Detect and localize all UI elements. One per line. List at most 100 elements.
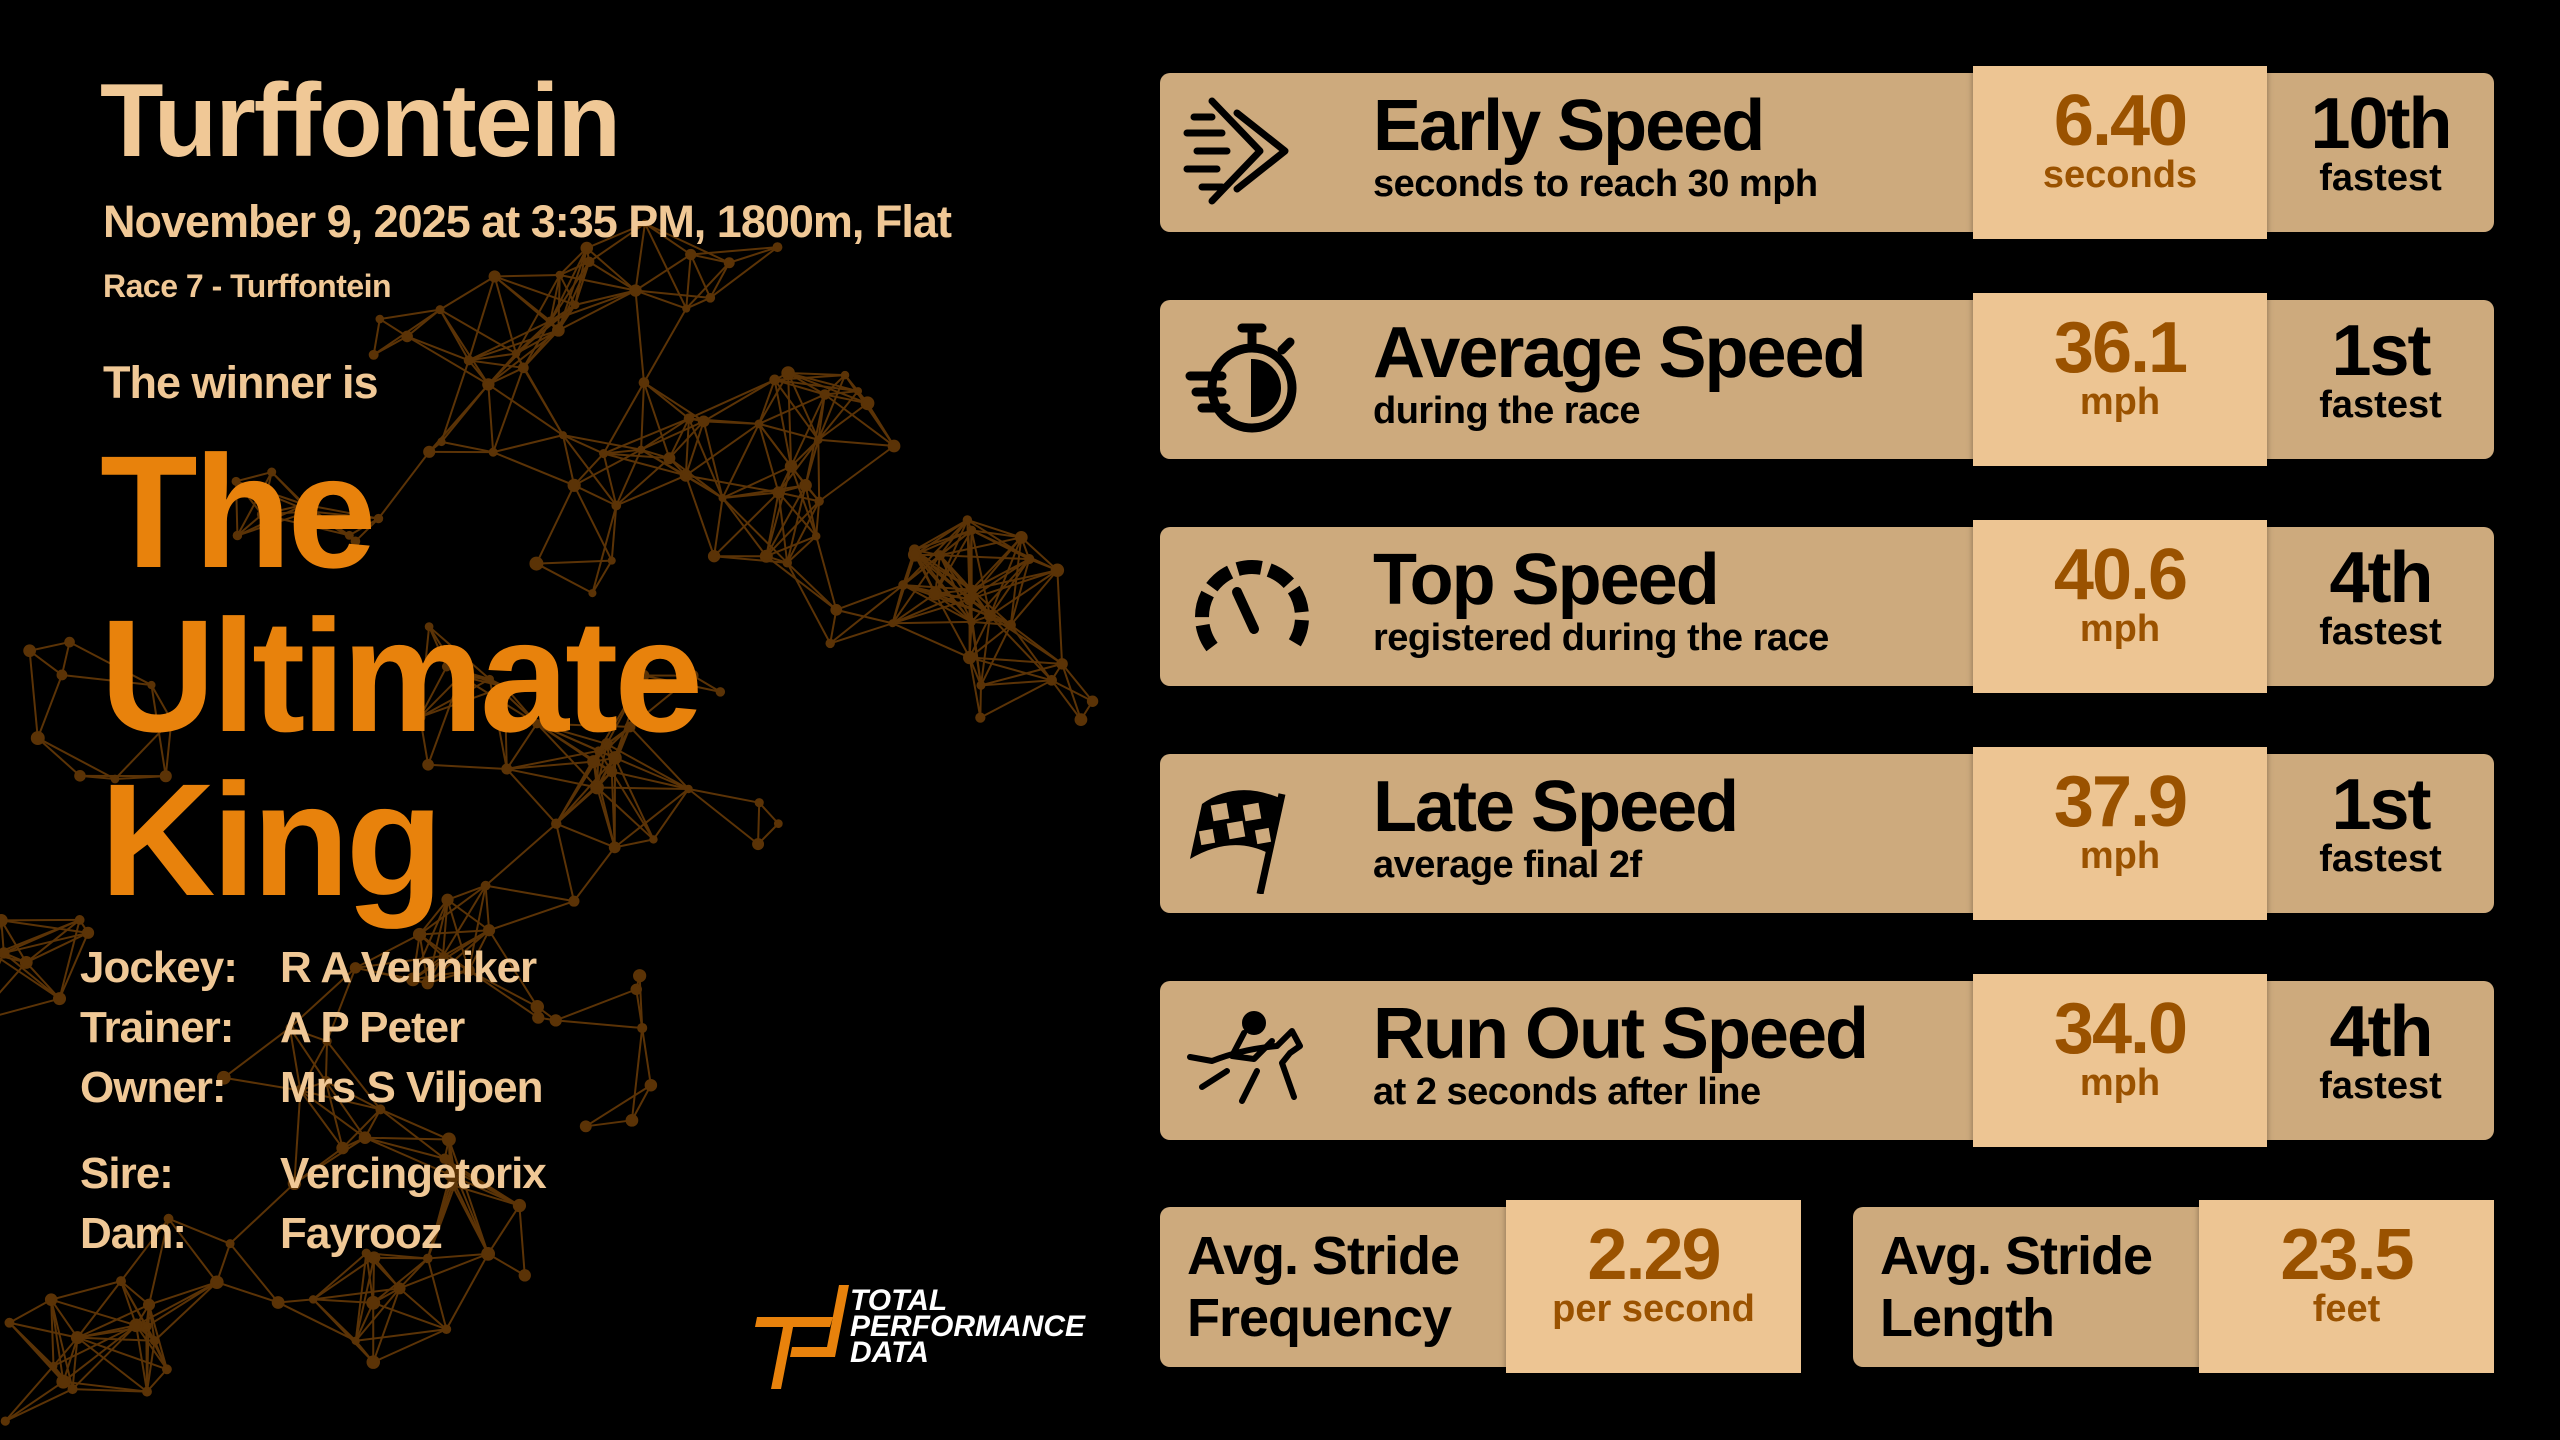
metric-title: Average Speed (1373, 313, 1867, 393)
network-line (790, 466, 818, 537)
network-line (518, 1205, 526, 1276)
network-line (585, 1119, 633, 1128)
logo-line-2: PERFORMANCE (850, 1310, 1086, 1343)
network-line (787, 373, 793, 467)
network-line (597, 674, 645, 752)
network-line (355, 1328, 447, 1342)
network-line (300, 1089, 381, 1111)
network-node (697, 415, 710, 428)
network-line (939, 519, 969, 556)
network-line (1009, 569, 1059, 626)
network-line (271, 471, 306, 506)
network-line (484, 822, 557, 887)
network-line (468, 320, 551, 362)
network-node (644, 1078, 658, 1092)
network-line (615, 449, 642, 506)
network-line (37, 737, 81, 777)
network-node (638, 377, 650, 388)
network-line (562, 434, 604, 455)
network-line (824, 393, 895, 447)
network-line (505, 723, 538, 770)
network-line (364, 1136, 451, 1176)
network-line (765, 555, 837, 611)
network-node (830, 603, 843, 616)
network-line (348, 517, 379, 537)
network-line (4, 1365, 55, 1422)
race-dateline: November 9, 2025 at 3:35 PM, 1800m, Flat (103, 196, 952, 247)
network-line (37, 737, 116, 780)
metric-card-top-speed: Top Speed registered during the race 40.… (1160, 520, 2494, 693)
network-line (818, 438, 895, 447)
stride-length-unit: feet (2312, 1288, 2381, 1330)
network-node (142, 1298, 156, 1311)
network-line (914, 553, 973, 591)
network-line (817, 394, 826, 440)
network-line (685, 423, 760, 477)
network-line (634, 253, 692, 292)
network-line (968, 615, 991, 658)
metric-title: Run Out Speed (1373, 994, 1869, 1074)
network-node (518, 1269, 531, 1282)
network-line (773, 379, 793, 467)
network-line (555, 822, 616, 849)
network-line (603, 452, 670, 460)
network-line (120, 1280, 138, 1326)
network-line (643, 382, 671, 459)
network-line (557, 289, 636, 332)
network-node (74, 915, 85, 925)
network-node (773, 819, 783, 829)
network-line (765, 535, 817, 558)
network-line (574, 289, 636, 306)
stride-frequency-value: 2.29 (1587, 1215, 1721, 1295)
network-line (494, 275, 551, 322)
network-line (29, 641, 70, 652)
network-line (643, 308, 688, 384)
network-line (372, 1328, 447, 1364)
venue-title: Turffontein (100, 63, 621, 179)
network-line (419, 675, 462, 718)
network-line (562, 434, 618, 507)
network-line (428, 625, 491, 680)
network-node (580, 241, 594, 255)
network-node (1046, 674, 1057, 686)
network-line (515, 304, 576, 355)
network-node (976, 680, 986, 690)
stride-frequency-label: Avg. Stride Frequency (1187, 1226, 1460, 1348)
network-node (446, 1179, 459, 1192)
network-line (687, 418, 724, 499)
network-node (963, 650, 977, 665)
network-node (437, 437, 446, 447)
network-line (980, 624, 1012, 686)
network-line (372, 318, 381, 355)
network-line (817, 402, 869, 441)
trainer-label: Trainer: (80, 1003, 234, 1052)
network-line (644, 223, 688, 309)
network-node (860, 396, 875, 411)
network-line (588, 222, 646, 263)
network-node (530, 999, 545, 1014)
network-line (758, 423, 780, 493)
metric-rank-label: fastest (2319, 157, 2442, 199)
network-node (590, 780, 604, 795)
network-line (979, 679, 1053, 719)
network-node (558, 431, 568, 440)
network-line (114, 775, 166, 781)
network-line (549, 247, 588, 322)
network-node (67, 1384, 78, 1395)
network-line (325, 1080, 366, 1139)
network-line (829, 584, 904, 645)
network-line (364, 1136, 449, 1141)
network-node (555, 270, 564, 280)
network-line (236, 471, 273, 536)
network-line (379, 308, 441, 321)
network-line (412, 899, 449, 980)
network-line (312, 1256, 375, 1301)
network-node (975, 712, 986, 723)
winner-name-line-3: King (100, 750, 443, 929)
network-line (989, 614, 1063, 665)
network-line (586, 247, 637, 292)
network-node (422, 1253, 433, 1264)
network-line (313, 1287, 400, 1301)
network-line (559, 260, 590, 276)
network-node (368, 349, 379, 360)
